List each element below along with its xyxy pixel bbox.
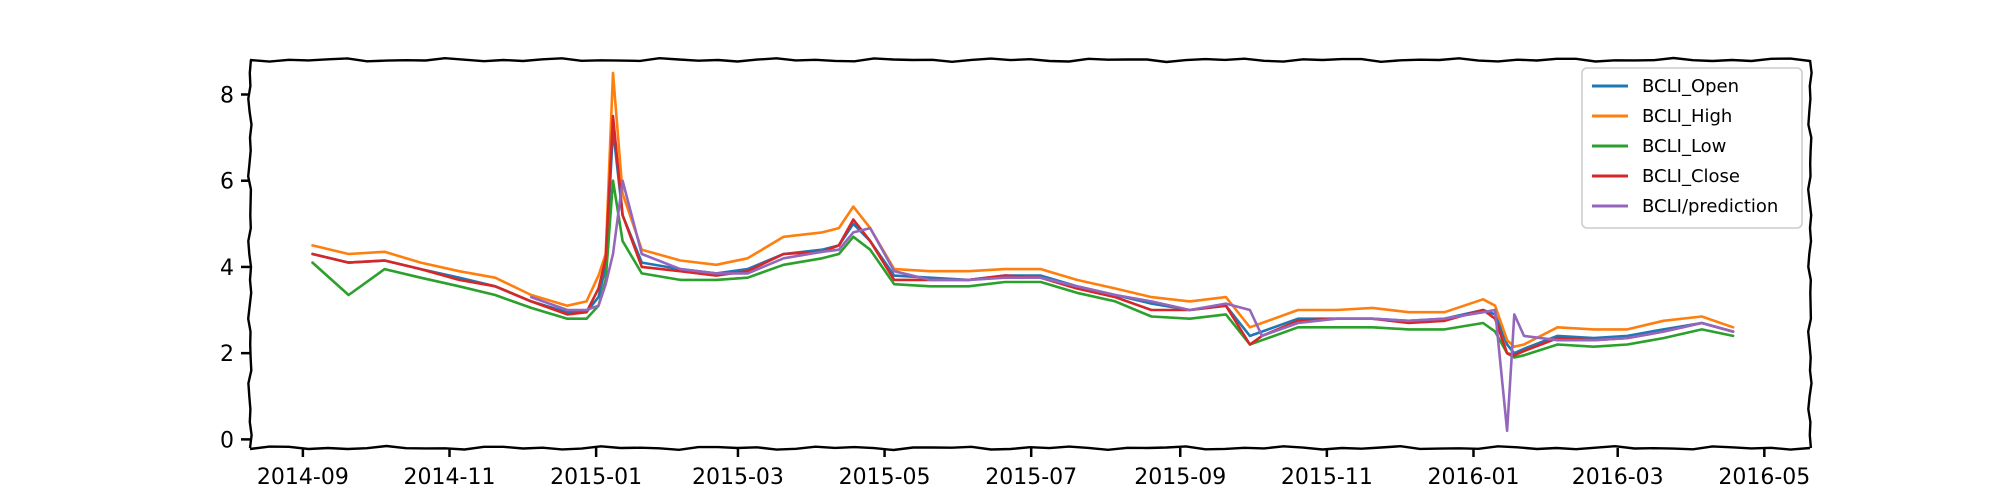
legend-label-bcli-prediction: BCLI/prediction — [1642, 196, 1778, 217]
series-line-bcli-high — [311, 71, 1735, 348]
x-tick-label: 2016-01 — [1428, 465, 1520, 490]
x-axis: 2014-09 2014-11 2015-01 2015-03 2015-05 2015-… — [257, 448, 1810, 490]
x-tick-label: 2014-11 — [404, 465, 496, 490]
legend-label-bcli-close: BCLI_Close — [1642, 166, 1740, 187]
series-line-bcli-prediction — [529, 179, 1735, 433]
x-tick-label: 2015-01 — [550, 465, 642, 490]
y-tick-label: 0 — [220, 428, 234, 453]
y-tick-label: 8 — [220, 83, 234, 108]
legend-box — [1581, 67, 1803, 229]
x-tick-label: 2016-03 — [1572, 465, 1664, 490]
legend: BCLI_Open BCLI_High BCLI_Low BCLI_Close BCLI… — [1581, 67, 1803, 229]
series-line-bcli-open — [311, 127, 1735, 355]
x-tick-label: 2014-09 — [257, 465, 349, 490]
plot-frame — [246, 56, 1813, 452]
x-tick-label: 2016-05 — [1718, 465, 1810, 490]
x-tick-label: 2015-11 — [1281, 465, 1373, 490]
y-tick-label: 6 — [220, 170, 234, 195]
y-axis: 0 2 4 6 8 — [220, 83, 250, 453]
series-line-bcli-close — [311, 114, 1735, 357]
legend-label-bcli-open: BCLI_Open — [1642, 76, 1739, 97]
x-tick-label: 2015-03 — [692, 465, 784, 490]
x-tick-label: 2015-09 — [1134, 465, 1226, 490]
series-lines — [311, 71, 1735, 433]
legend-label-bcli-high: BCLI_High — [1642, 106, 1732, 127]
x-tick-label: 2015-07 — [985, 465, 1077, 490]
y-tick-label: 4 — [220, 256, 234, 281]
legend-label-bcli-low: BCLI_Low — [1642, 136, 1726, 157]
y-tick-label: 2 — [220, 342, 234, 367]
x-tick-label: 2015-05 — [839, 465, 931, 490]
